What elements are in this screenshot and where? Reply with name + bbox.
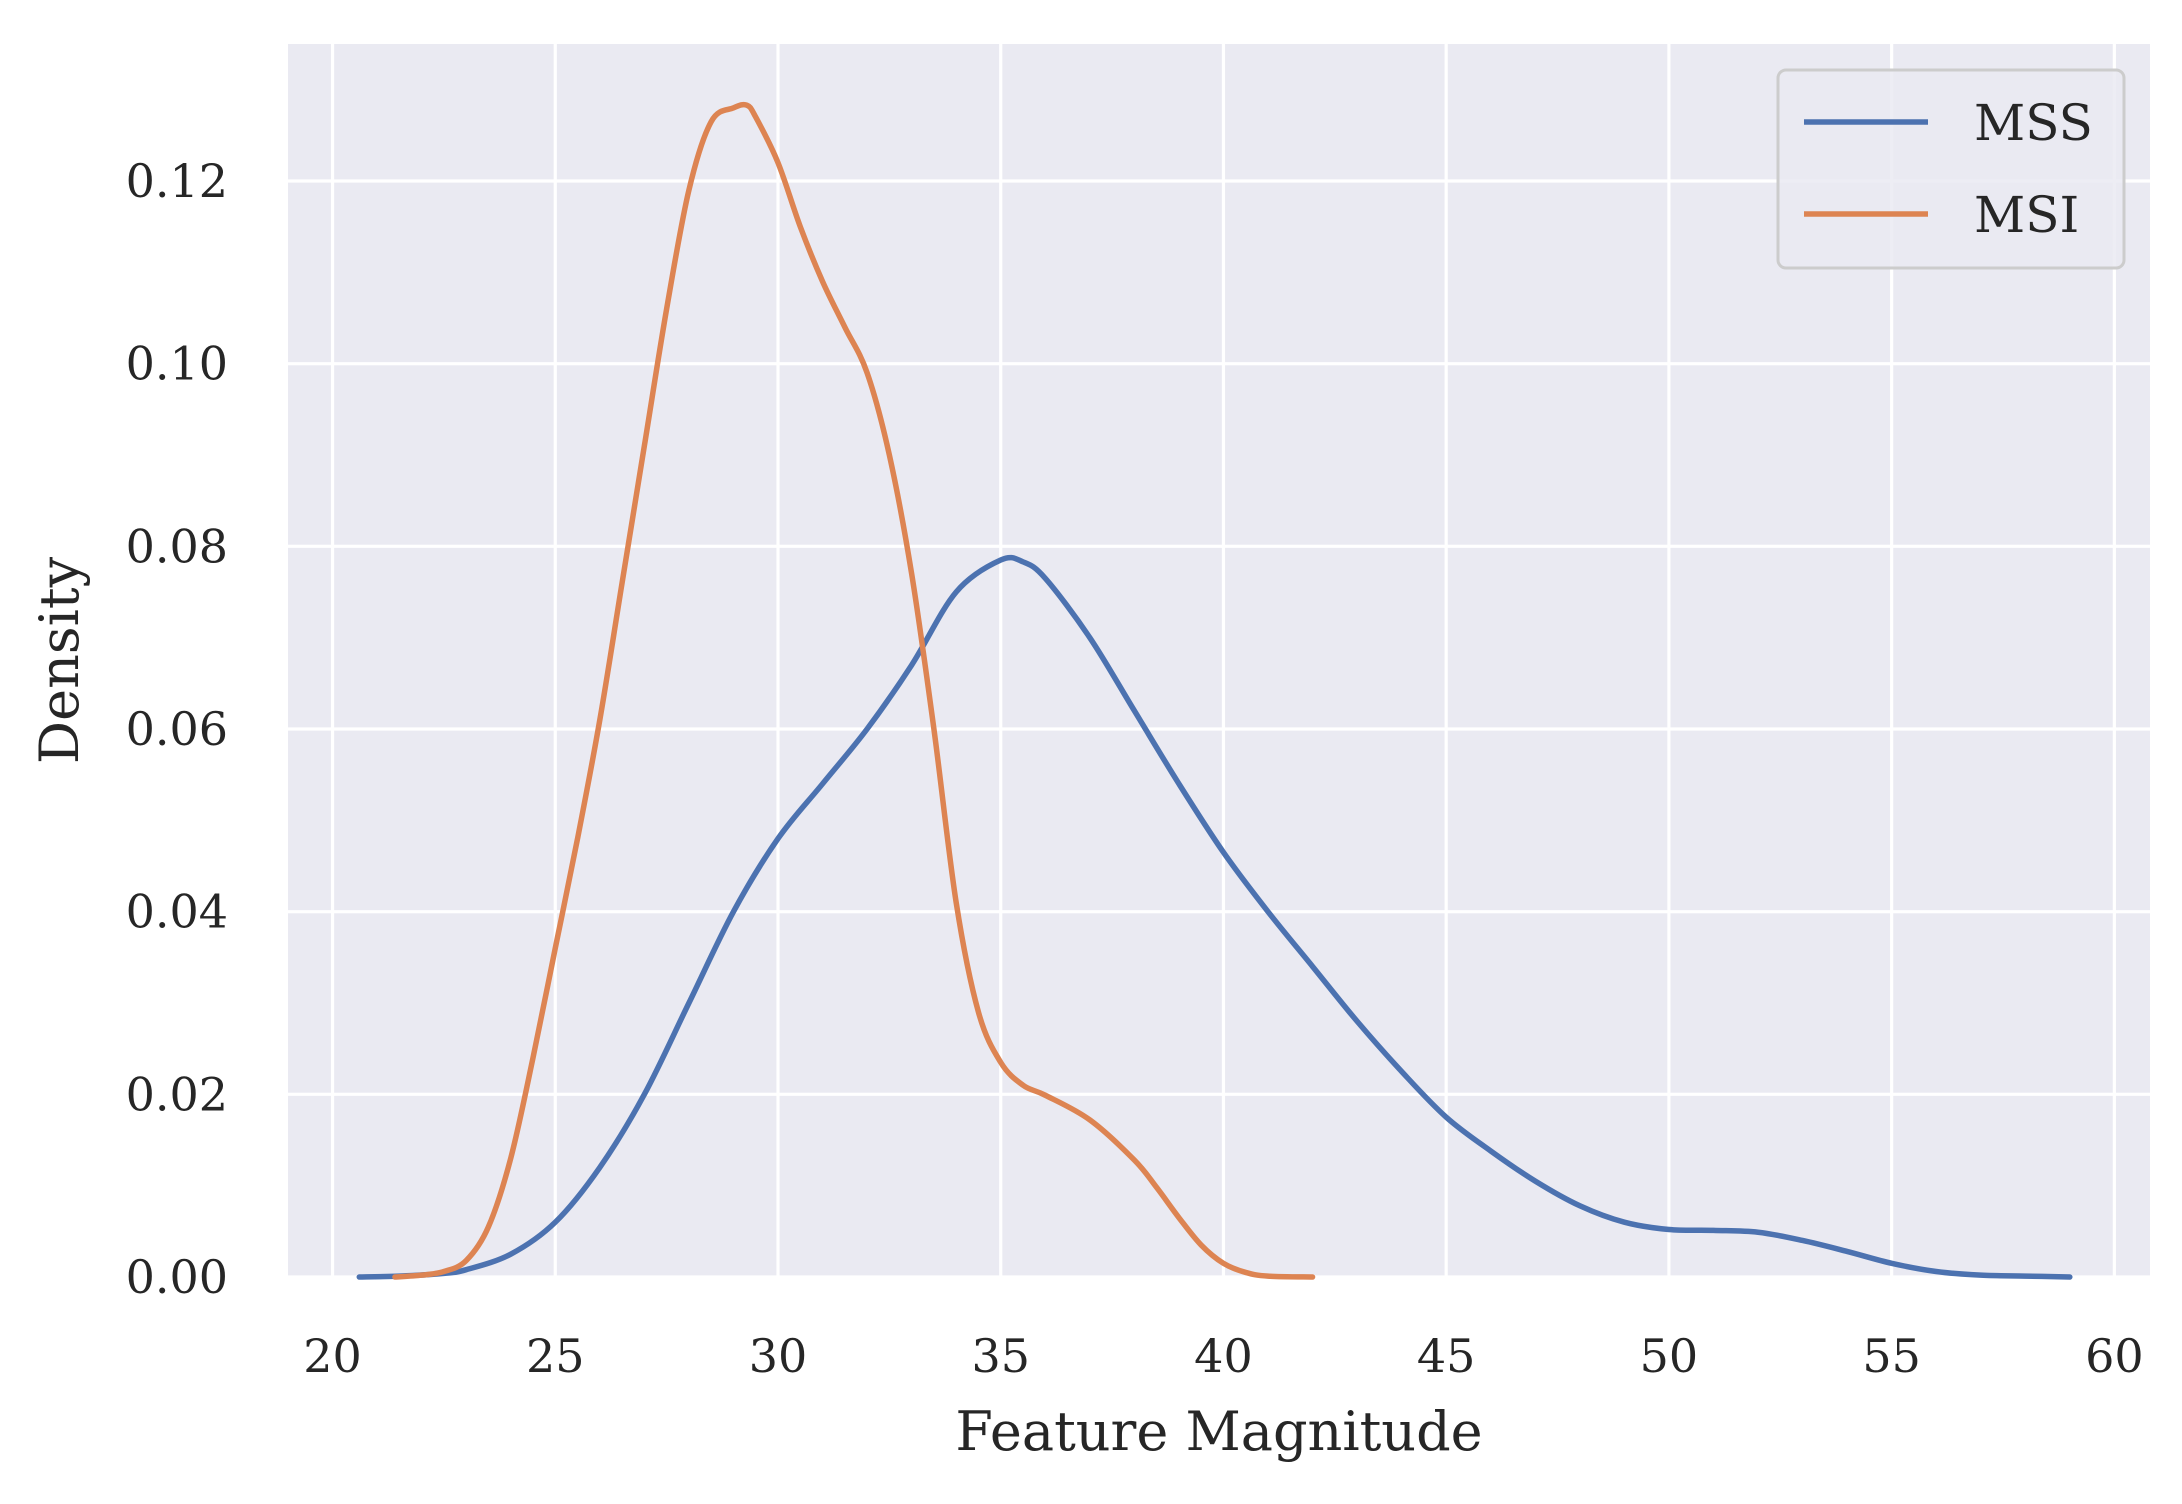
- series-line-mss: [356, 554, 2073, 1280]
- y-tick-label: 0.12: [126, 154, 228, 208]
- x-tick-labels: 20 25 30 35 40 45 50 55 60: [303, 1329, 2143, 1383]
- y-tick-label: 0.06: [126, 702, 228, 756]
- series-line-msi: [392, 101, 1316, 1280]
- y-tick-label: 0.00: [126, 1250, 228, 1304]
- x-tick-label: 20: [303, 1329, 362, 1383]
- y-tick-labels: 0.00 0.02 0.04 0.06 0.08 0.10 0.12: [126, 154, 228, 1304]
- legend-label-mss: MSS: [1974, 94, 2093, 152]
- series-lines: [356, 101, 2073, 1280]
- y-tick-label: 0.02: [126, 1067, 228, 1121]
- legend-label-msi: MSI: [1974, 186, 2079, 244]
- y-axis-label: Density: [28, 556, 91, 764]
- y-tick-label: 0.10: [126, 337, 228, 391]
- x-tick-label: 35: [971, 1329, 1030, 1383]
- y-tick-label: 0.04: [126, 885, 228, 939]
- x-tick-label: 25: [526, 1329, 585, 1383]
- y-tick-label: 0.08: [126, 519, 228, 573]
- x-axis-label: Feature Magnitude: [955, 1400, 1482, 1463]
- x-tick-label: 40: [1194, 1329, 1253, 1383]
- x-tick-label: 50: [1640, 1329, 1699, 1383]
- x-tick-label: 55: [1862, 1329, 1921, 1383]
- x-tick-label: 30: [749, 1329, 808, 1383]
- x-tick-label: 60: [2085, 1329, 2144, 1383]
- x-tick-label: 45: [1417, 1329, 1476, 1383]
- legend: MSS MSI: [1776, 68, 2126, 270]
